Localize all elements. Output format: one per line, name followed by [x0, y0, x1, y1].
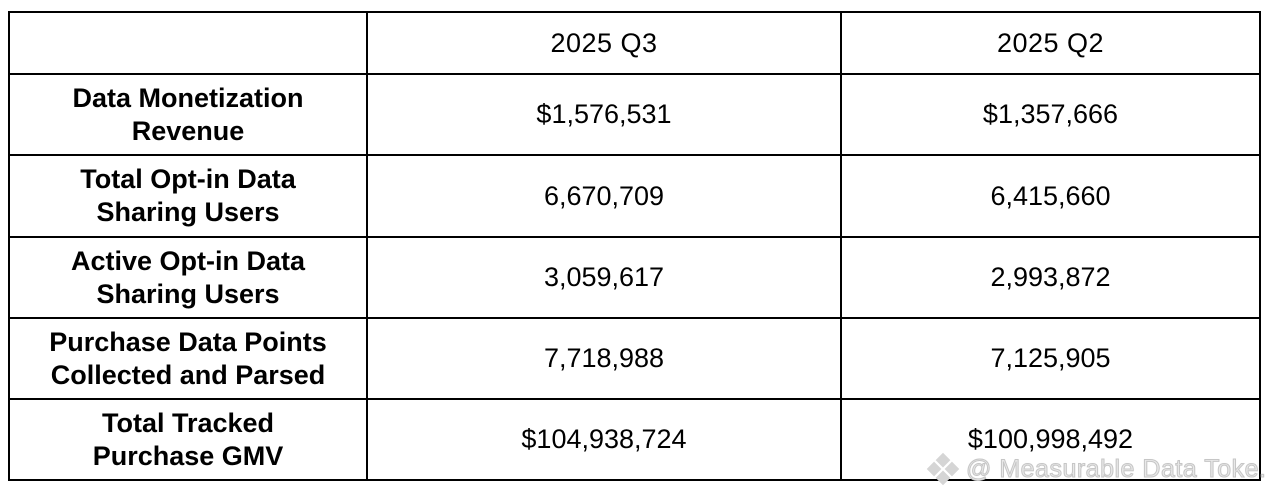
row-label-line1: Purchase Data Points — [49, 326, 327, 357]
row-label-line2: Purchase GMV — [92, 440, 284, 471]
value-q2: $1,357,666 — [840, 73, 1261, 156]
column-header-2025-q2: 2025 Q2 — [840, 11, 1261, 75]
table-row-active-opt-in-users: Active Opt-in Data Sharing Users 3,059,6… — [8, 236, 1261, 319]
row-label: Total Opt-in Data Sharing Users — [8, 154, 368, 238]
value-q2: $100,998,492 — [840, 398, 1261, 481]
column-header-2025-q3: 2025 Q3 — [366, 11, 842, 75]
row-label-line2: Collected and Parsed — [50, 359, 326, 390]
value-q3: 6,670,709 — [366, 154, 842, 238]
value-q3: $104,938,724 — [366, 398, 842, 481]
row-label-line2: Sharing Users — [96, 197, 280, 227]
value-q3: 7,718,988 — [366, 317, 842, 400]
value-q3: 3,059,617 — [366, 236, 842, 319]
row-label: Total Tracked Purchase GMV — [8, 398, 368, 481]
row-label: Purchase Data Points Collected and Parse… — [8, 317, 368, 400]
row-label-line1: Active Opt-in Data — [70, 245, 306, 276]
table-header-row: 2025 Q3 2025 Q2 — [8, 11, 1261, 75]
row-label-line1: Total Opt-in Data — [80, 164, 296, 194]
value-q3: $1,576,531 — [366, 73, 842, 156]
row-label-line2: Revenue — [131, 115, 245, 146]
table-row-data-monetization-revenue: Data Monetization Revenue $1,576,531 $1,… — [8, 73, 1261, 156]
value-q2: 6,415,660 — [840, 154, 1261, 238]
row-label: Data Monetization Revenue — [8, 73, 368, 156]
table-row-total-tracked-gmv: Total Tracked Purchase GMV $104,938,724 … — [8, 398, 1261, 481]
corner-cell — [8, 11, 368, 75]
table-row-purchase-data-points: Purchase Data Points Collected and Parse… — [8, 317, 1261, 400]
row-label-line2: Sharing Users — [96, 278, 280, 309]
row-label-line1: Total Tracked — [101, 407, 275, 438]
quarterly-metrics-table: 2025 Q3 2025 Q2 Data Monetization Revenu… — [8, 11, 1261, 481]
row-label-line1: Data Monetization — [72, 82, 304, 113]
row-label: Active Opt-in Data Sharing Users — [8, 236, 368, 319]
value-q2: 2,993,872 — [840, 236, 1261, 319]
value-q2: 7,125,905 — [840, 317, 1261, 400]
table-row-total-opt-in-users: Total Opt-in Data Sharing Users 6,670,70… — [8, 154, 1261, 238]
